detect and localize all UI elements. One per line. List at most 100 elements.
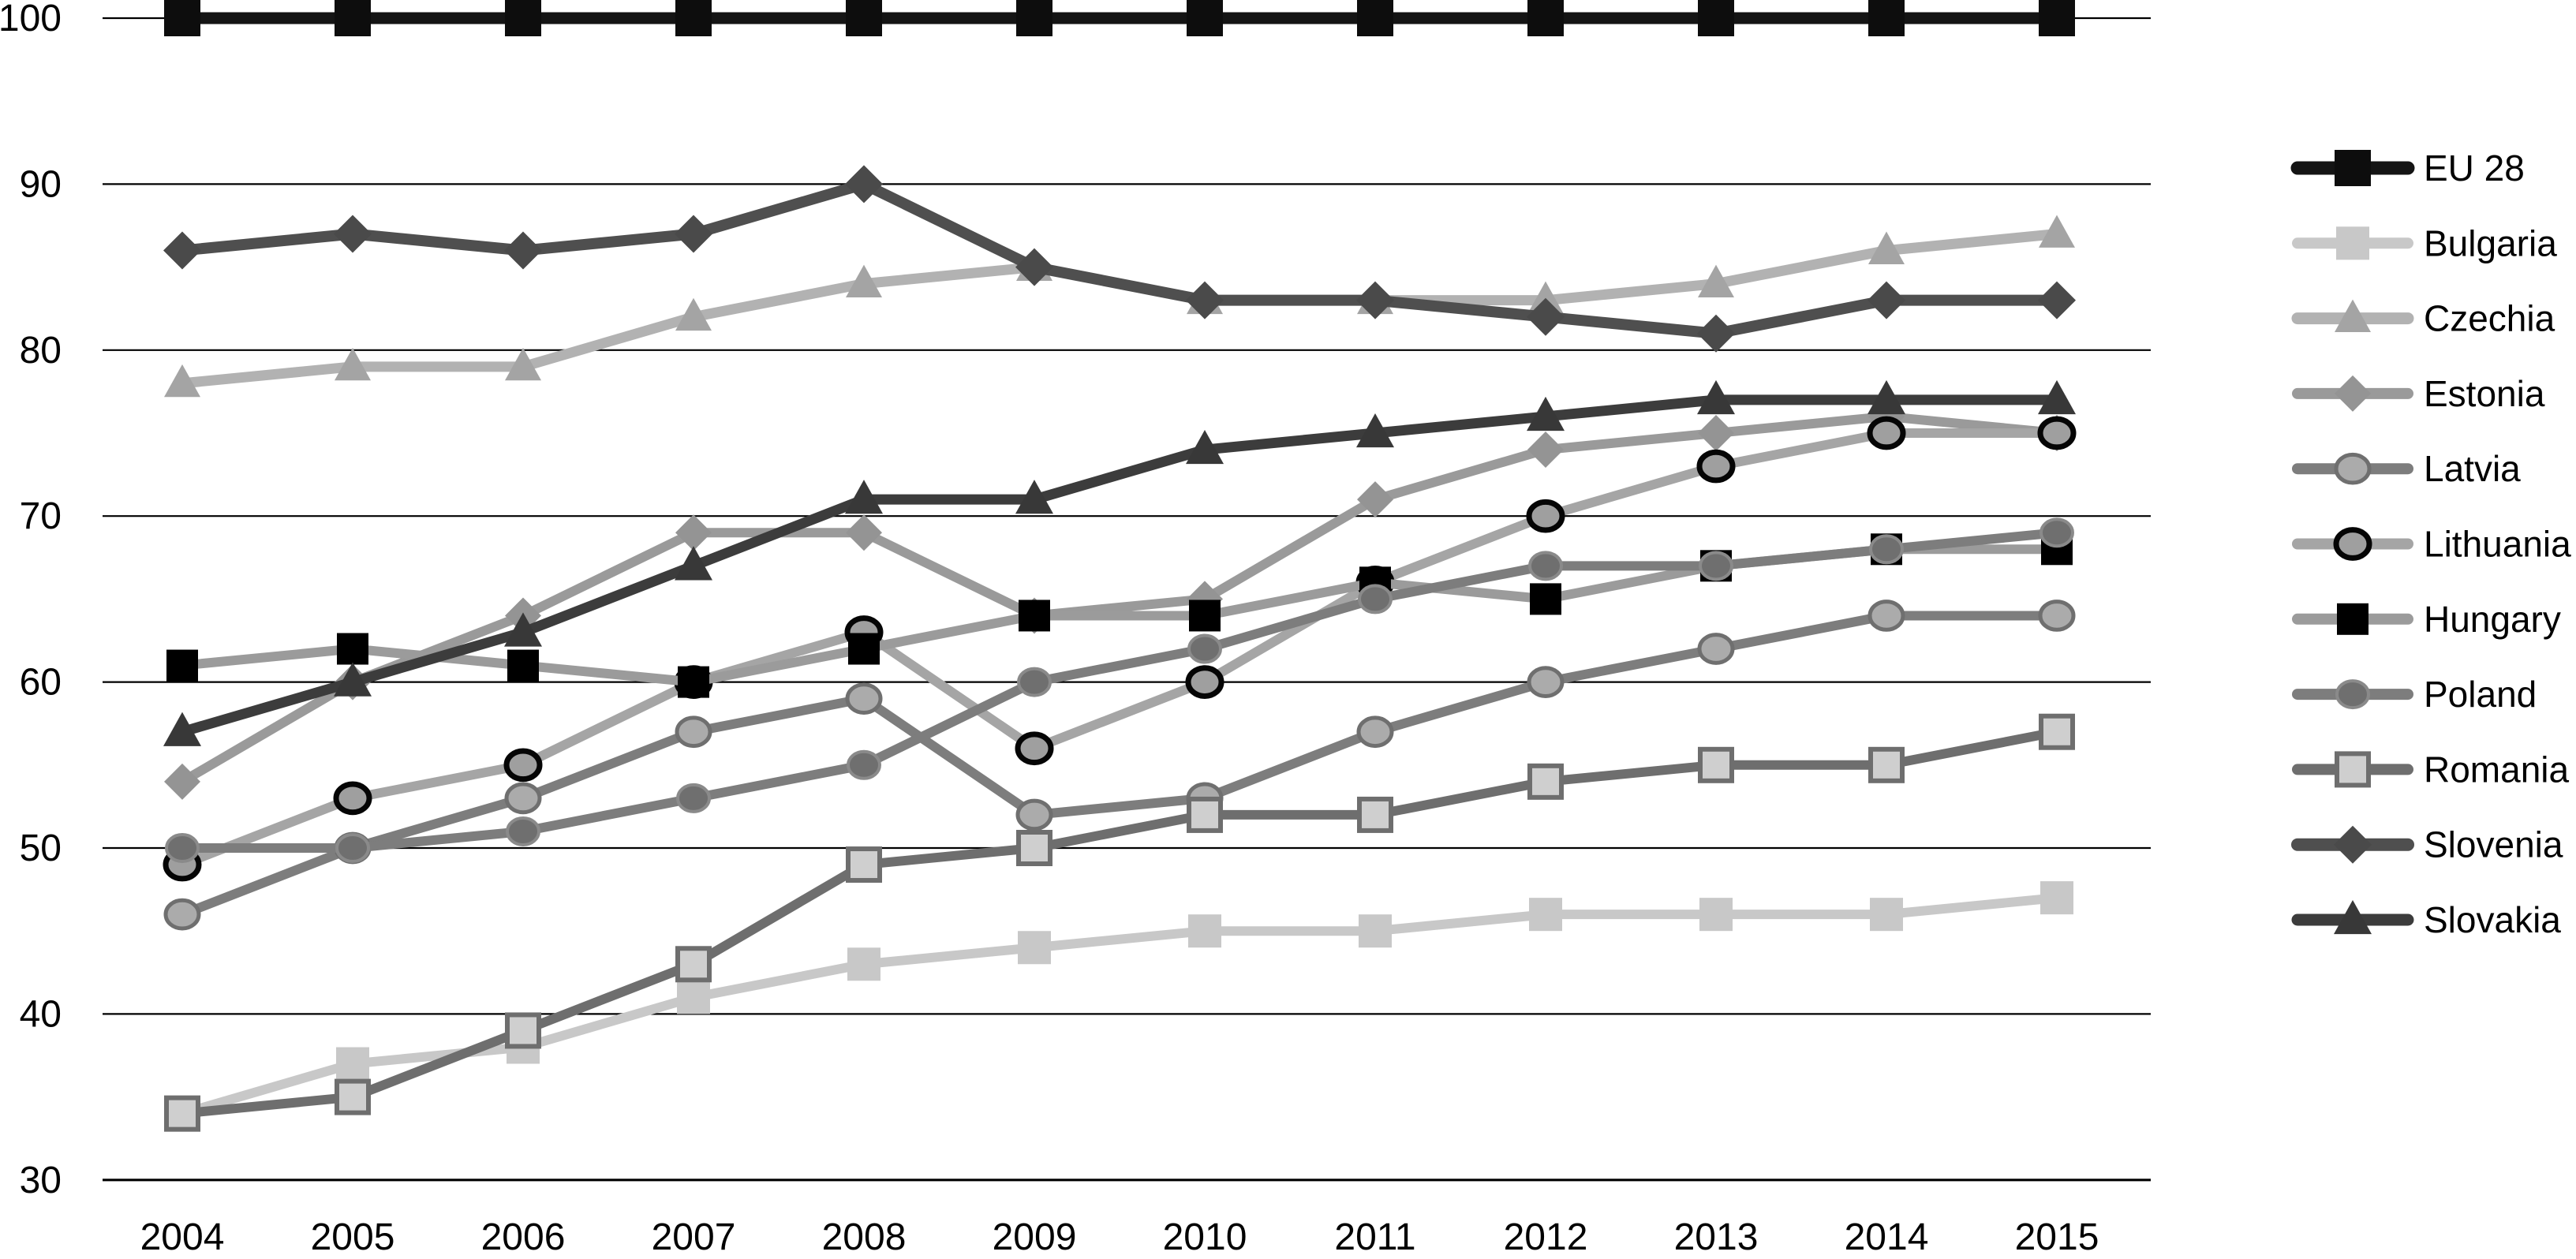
legend-label-romania: Romania — [2424, 749, 2570, 790]
marker-lithuania-2006 — [503, 748, 543, 783]
marker-slovenia-2008 — [845, 165, 883, 204]
marker-lithuania-2013 — [1696, 449, 1736, 484]
marker-bulgaria-2012 — [1529, 898, 1562, 932]
legend-marker-bulgaria — [2336, 226, 2369, 260]
series-line-latvia — [178, 611, 2062, 920]
legend-label-latvia: Latvia — [2424, 448, 2521, 489]
x-axis-tick-label-2008: 2008 — [822, 1216, 907, 1258]
marker-slovakia-2010 — [1186, 429, 1224, 465]
marker-slovakia-2005 — [334, 662, 372, 697]
marker-latvia-2013 — [1697, 633, 1735, 665]
marker-lithuania-2015 — [2037, 416, 2077, 450]
x-axis-tick-label-2006: 2006 — [481, 1216, 566, 1258]
x-axis-tick-label-2012: 2012 — [1504, 1216, 1588, 1258]
marker-czechia-2006 — [505, 347, 541, 381]
x-axis-tick-label-2010: 2010 — [1163, 1216, 1247, 1258]
legend-label-bulgaria: Bulgaria — [2424, 222, 2557, 263]
marker-eu-28-2006 — [505, 0, 541, 36]
marker-bulgaria-2015 — [2040, 881, 2073, 915]
marker-latvia-2009 — [1015, 798, 1053, 831]
marker-slovakia-2011 — [1356, 413, 1394, 448]
marker-latvia-2008 — [845, 682, 883, 715]
legend-marker-latvia — [2334, 452, 2372, 485]
x-axis-tick-label-2011: 2011 — [1334, 1216, 1415, 1258]
x-axis-tick-label-2015: 2015 — [2015, 1216, 2099, 1258]
marker-romania-2007 — [675, 946, 712, 983]
y-axis-tick-label-80: 80 — [20, 330, 62, 372]
marker-slovakia-2007 — [675, 546, 712, 581]
marker-estonia-2007 — [675, 514, 712, 551]
marker-bulgaria-2009 — [1018, 931, 1051, 965]
marker-latvia-2012 — [1527, 666, 1565, 698]
y-axis-tick-label-60: 60 — [20, 662, 62, 704]
marker-slovenia-2015 — [2038, 281, 2076, 319]
x-axis-tick-label-2005: 2005 — [311, 1216, 395, 1258]
marker-estonia-2004 — [164, 763, 200, 800]
y-axis-tick-label-30: 30 — [20, 1160, 62, 1201]
x-axis-tick-label-2014: 2014 — [1845, 1216, 1929, 1258]
marker-lithuania-2014 — [1867, 416, 1906, 450]
marker-lithuania-2010 — [1185, 665, 1224, 699]
marker-slovakia-2014 — [1868, 379, 1905, 415]
marker-hungary-2010 — [1189, 600, 1221, 632]
marker-bulgaria-2007 — [677, 981, 710, 1014]
marker-bulgaria-2008 — [847, 947, 880, 981]
series-line-estonia — [178, 411, 2062, 786]
series-line-bulgaria — [178, 893, 2062, 1119]
marker-czechia-2014 — [1868, 231, 1905, 264]
marker-bulgaria-2010 — [1188, 914, 1221, 948]
series-line-romania — [178, 727, 2062, 1119]
marker-lithuania-2012 — [1526, 499, 1565, 533]
marker-slovenia-2006 — [504, 231, 542, 270]
marker-slovakia-2009 — [1015, 480, 1053, 514]
series-line-lithuania — [178, 428, 2062, 870]
marker-bulgaria-2005 — [336, 1047, 369, 1081]
series-line-slovenia — [177, 178, 2062, 339]
legend-marker-poland — [2335, 679, 2370, 710]
marker-czechia-2012 — [1527, 281, 1564, 315]
legend-marker-slovenia — [2334, 825, 2372, 864]
marker-eu-28-2005 — [335, 0, 371, 36]
marker-lithuania-2009 — [1015, 731, 1054, 766]
marker-romania-2008 — [846, 846, 882, 884]
y-axis-tick-label-40: 40 — [20, 993, 62, 1035]
marker-romania-2004 — [164, 1095, 200, 1132]
marker-eu-28-2010 — [1187, 0, 1223, 36]
marker-latvia-2011 — [1356, 715, 1394, 749]
marker-slovakia-2015 — [2038, 379, 2076, 415]
marker-eu-28-2012 — [1527, 0, 1564, 36]
marker-slovenia-2005 — [334, 215, 372, 253]
marker-romania-2011 — [1357, 796, 1393, 833]
marker-eu-28-2009 — [1016, 0, 1052, 36]
legend-label-slovenia: Slovenia — [2424, 824, 2563, 865]
marker-poland-2013 — [1699, 551, 1733, 581]
x-axis-tick-label-2007: 2007 — [652, 1216, 736, 1258]
marker-bulgaria-2011 — [1359, 914, 1392, 948]
legend-label-poland: Poland — [2424, 674, 2537, 715]
legend-label-hungary: Hungary — [2424, 599, 2561, 640]
marker-eu-28-2011 — [1357, 0, 1393, 36]
marker-czechia-2008 — [846, 264, 882, 298]
marker-slovakia-2012 — [1527, 396, 1565, 431]
marker-slovenia-2010 — [1186, 281, 1224, 319]
series-line-slovakia — [177, 394, 2062, 738]
marker-slovenia-2011 — [1356, 281, 1394, 319]
legend-marker-hungary — [2337, 603, 2368, 635]
marker-romania-2014 — [1868, 746, 1905, 783]
x-axis-tick-label-2009: 2009 — [993, 1216, 1077, 1258]
marker-poland-2012 — [1528, 551, 1563, 581]
legend-marker-lithuania — [2333, 527, 2372, 561]
legend-label-eu-28: EU 28 — [2424, 148, 2525, 189]
legend-label-czechia: Czechia — [2424, 298, 2555, 339]
marker-slovakia-2008 — [845, 480, 883, 514]
marker-hungary-2004 — [166, 649, 198, 682]
marker-latvia-2007 — [675, 715, 712, 749]
marker-hungary-2006 — [507, 649, 539, 682]
marker-romania-2009 — [1016, 830, 1052, 866]
legend-marker-romania — [2335, 751, 2371, 788]
legend-label-slovakia: Slovakia — [2424, 899, 2561, 940]
legend-label-estonia: Estonia — [2424, 373, 2545, 414]
x-axis-tick-label-2004: 2004 — [140, 1216, 225, 1258]
